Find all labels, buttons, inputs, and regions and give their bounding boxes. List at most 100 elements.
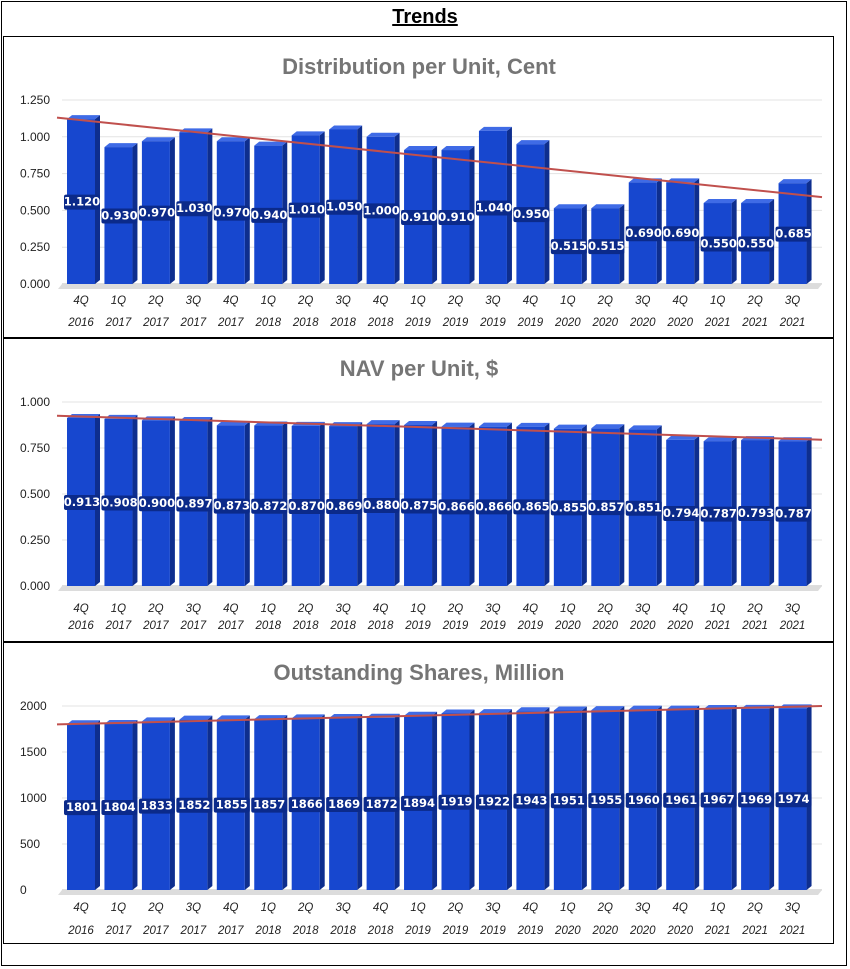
data-label: 0.940 xyxy=(251,208,287,222)
bar-top xyxy=(478,709,512,714)
x-tick-label: 3Q xyxy=(335,295,350,307)
data-label: 0.866 xyxy=(438,499,474,513)
x-tick-label: 2018 xyxy=(292,620,319,632)
shares-chart: Outstanding Shares, Million 0 500 1000 1500 2… xyxy=(20,660,823,937)
data-label-bg xyxy=(138,798,175,814)
y-tick-label: 1.000 xyxy=(20,130,50,144)
data-label-bg xyxy=(64,495,100,511)
bar-top xyxy=(366,420,400,425)
data-label-bg xyxy=(438,210,475,226)
data-label-bg xyxy=(326,499,363,515)
y-tick-label: 500 xyxy=(20,837,40,851)
x-tick-label: 2017 xyxy=(217,925,244,937)
data-label-bg xyxy=(700,792,737,808)
data-label-bg xyxy=(438,499,475,515)
bar-top xyxy=(741,199,775,204)
data-label-bg xyxy=(213,205,250,221)
bar-top xyxy=(666,435,700,440)
bar-top xyxy=(478,126,512,131)
data-label: 1.120 xyxy=(64,195,100,209)
data-label: 0.908 xyxy=(101,495,137,509)
data-label: 0.970 xyxy=(214,206,250,220)
x-tick-label: 2018 xyxy=(367,620,394,632)
bar-top xyxy=(591,204,625,209)
y-tick-label: 0.250 xyxy=(20,240,50,254)
bar-top xyxy=(366,132,400,137)
data-label: 0.855 xyxy=(551,500,587,514)
x-tick-label: 2016 xyxy=(67,317,94,329)
bar-top xyxy=(441,709,475,714)
x-tick-label: 4Q xyxy=(673,603,688,615)
x-tick-label: 2018 xyxy=(367,925,394,937)
bar-top xyxy=(441,146,475,151)
data-label-bg xyxy=(588,239,625,255)
bar-top xyxy=(703,437,737,442)
data-label: 0.787 xyxy=(700,507,736,521)
x-tick-label: 3Q xyxy=(485,295,500,307)
data-label: 0.851 xyxy=(626,501,662,515)
data-label-bg xyxy=(176,797,213,813)
x-tick-label: 2018 xyxy=(292,317,319,329)
y-tick-label: 0.500 xyxy=(20,487,50,501)
data-label: 0.690 xyxy=(663,226,699,240)
data-label: 1.040 xyxy=(476,200,512,214)
x-tick-label: 2Q xyxy=(746,603,762,615)
data-label: 0.866 xyxy=(476,499,512,513)
data-label-bg xyxy=(401,795,438,811)
x-tick-label: 2017 xyxy=(180,317,207,329)
x-tick-label: 4Q xyxy=(373,603,388,615)
data-label: 1960 xyxy=(628,793,660,807)
x-tick-label: 2021 xyxy=(704,317,731,329)
chart-floor xyxy=(58,586,822,591)
x-tick-label: 1Q xyxy=(261,603,276,615)
data-label: 1866 xyxy=(291,797,323,811)
data-label: 0.685 xyxy=(775,227,811,241)
x-tick-label: 2021 xyxy=(741,317,768,329)
x-tick-label: 3Q xyxy=(186,603,201,615)
x-tick-label: 3Q xyxy=(785,295,800,307)
x-tick-label: 2018 xyxy=(329,317,356,329)
x-tick-label: 1Q xyxy=(710,295,725,307)
x-tick-label: 2020 xyxy=(629,620,656,632)
data-label-bg xyxy=(64,194,100,210)
x-tick-label: 1Q xyxy=(111,295,126,307)
bar-top xyxy=(216,137,250,142)
data-label-bg xyxy=(363,498,400,514)
bar-top xyxy=(516,140,550,145)
bar-top xyxy=(553,706,587,711)
x-tick-label: 2020 xyxy=(554,925,581,937)
nav-chart: NAV per Unit, $ 0.000 0.250 0.500 0.750 1.000… xyxy=(20,356,823,632)
data-label: 0.897 xyxy=(176,496,212,510)
data-label-bg xyxy=(101,208,138,224)
bar-top xyxy=(778,179,812,184)
nav-chart-panel: NAV per Unit, $ 0.000 0.250 0.500 0.750 1.000… xyxy=(3,338,834,642)
bar-top xyxy=(291,131,325,136)
x-tick-label: 3Q xyxy=(635,902,650,914)
data-label-bg xyxy=(663,505,700,521)
data-label: 0.950 xyxy=(513,207,549,221)
data-label: 1852 xyxy=(178,798,210,812)
trendline xyxy=(56,116,823,199)
data-label-bg xyxy=(138,496,175,512)
x-tick-label: 2020 xyxy=(554,317,581,329)
bar-top xyxy=(591,706,625,711)
y-tick-label: 0.000 xyxy=(20,277,50,291)
bar-top xyxy=(628,425,662,430)
x-tick-label: 3Q xyxy=(485,603,500,615)
x-tick-label: 1Q xyxy=(261,295,276,307)
x-tick-label: 2Q xyxy=(297,295,313,307)
x-tick-label: 2017 xyxy=(105,317,132,329)
data-label-bg xyxy=(475,200,512,216)
x-tick-label: 4Q xyxy=(523,902,538,914)
bar-top xyxy=(254,141,288,146)
x-tick-label: 3Q xyxy=(485,902,500,914)
x-tick-label: 3Q xyxy=(335,902,350,914)
x-tick-label: 2Q xyxy=(147,295,163,307)
trendline xyxy=(56,705,823,726)
data-label-bg xyxy=(550,500,587,516)
data-label-bg xyxy=(213,498,250,514)
x-tick-label: 2019 xyxy=(517,925,544,937)
x-tick-label: 2Q xyxy=(447,902,463,914)
data-label: 0.550 xyxy=(738,237,774,251)
x-tick-label: 4Q xyxy=(223,902,238,914)
